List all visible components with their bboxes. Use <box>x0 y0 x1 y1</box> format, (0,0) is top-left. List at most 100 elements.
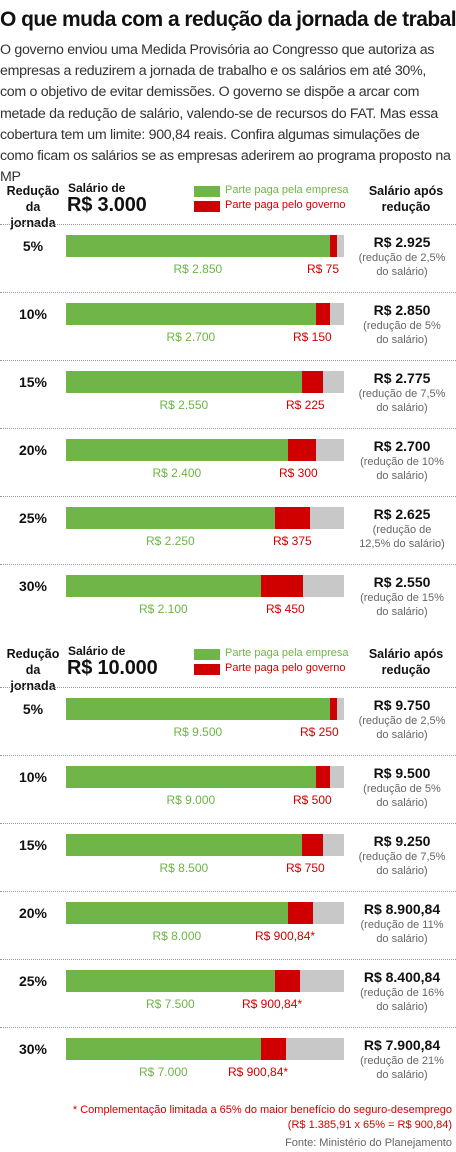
company-value-label: R$ 2.850 <box>173 262 223 276</box>
row-divider <box>0 428 456 429</box>
bar-segment-government <box>275 970 300 992</box>
bar-segment-government <box>330 235 337 257</box>
company-value-label: R$ 7.500 <box>146 997 195 1011</box>
footnote-line-1: * Complementação limitada a 65% do maior… <box>72 1104 452 1116</box>
reduction-percent: 20% <box>18 442 48 458</box>
salary-after-reduction: R$ 2.625 <box>373 506 431 522</box>
company-value-label: R$ 8.500 <box>159 861 209 875</box>
bar-segment-reduction <box>337 698 344 720</box>
legend-swatch-government <box>194 201 220 212</box>
salary-after-reduction: R$ 8.400,84 <box>363 969 441 985</box>
row-divider <box>0 687 456 688</box>
header-salary-label: Salário de <box>68 181 126 195</box>
bar-segment-company <box>66 970 275 992</box>
row-divider <box>0 496 456 497</box>
salary-bar <box>66 371 344 393</box>
salary-bar <box>66 439 344 461</box>
row-divider <box>0 1027 456 1028</box>
company-value-label: R$ 2.400 <box>152 466 202 480</box>
bar-segment-reduction <box>323 834 344 856</box>
header-salary-value: R$ 3.000 <box>67 194 147 216</box>
bar-segment-company <box>66 1038 261 1060</box>
company-value-label: R$ 2.550 <box>159 398 209 412</box>
reduction-note: (redução de 7,5% do salário) <box>358 388 446 414</box>
legend-swatch-government <box>194 664 220 675</box>
salary-after-reduction: R$ 2.775 <box>373 370 431 386</box>
legend-label-company: Parte paga pela empresa <box>225 184 349 196</box>
row-divider <box>0 823 456 824</box>
bar-segment-reduction <box>330 303 344 325</box>
salary-bar <box>66 1038 344 1060</box>
bar-segment-government <box>316 303 330 325</box>
bar-segment-company <box>66 439 288 461</box>
row-divider <box>0 224 456 225</box>
row-divider <box>0 292 456 293</box>
row-divider <box>0 360 456 361</box>
salary-bar <box>66 235 344 257</box>
header-after-reduction: Salário após redução <box>368 647 444 677</box>
source-credit: Fonte: Ministério do Planejamento <box>285 1137 452 1149</box>
salary-after-reduction: R$ 2.550 <box>373 574 431 590</box>
reduction-note: (redução de 16% do salário) <box>360 987 444 1013</box>
bar-segment-company <box>66 575 261 597</box>
government-value-label: R$ 900,84* <box>242 997 303 1011</box>
reduction-percent: 25% <box>18 973 48 989</box>
bar-segment-company <box>66 698 330 720</box>
salary-bar <box>66 507 344 529</box>
reduction-percent: 25% <box>18 510 48 526</box>
government-value-label: R$ 150 <box>293 330 332 344</box>
bar-segment-reduction <box>300 970 344 992</box>
bar-segment-reduction <box>313 902 344 924</box>
reduction-percent: 30% <box>18 1041 48 1057</box>
reduction-note: (redução de 2,5% do salário) <box>358 715 446 741</box>
government-value-label: R$ 500 <box>293 793 332 807</box>
row-divider <box>0 891 456 892</box>
government-value-label: R$ 75 <box>307 262 340 276</box>
header-salary-label: Salário de <box>68 644 126 658</box>
salary-after-reduction: R$ 2.850 <box>373 302 431 318</box>
reduction-percent: 10% <box>18 306 48 322</box>
bar-segment-government <box>288 439 316 461</box>
bar-segment-government <box>261 575 303 597</box>
bar-segment-government <box>302 371 323 393</box>
header-after-reduction: Salário após redução <box>368 184 444 214</box>
company-value-label: R$ 7.000 <box>139 1065 188 1079</box>
bar-segment-company <box>66 371 302 393</box>
bar-segment-reduction <box>323 371 344 393</box>
legend-label-government: Parte paga pelo governo <box>225 199 346 211</box>
legend-label-government: Parte paga pelo governo <box>225 662 346 674</box>
header-reduction: Redução da jornada <box>6 647 60 693</box>
salary-after-reduction: R$ 2.700 <box>373 438 431 454</box>
salary-after-reduction: R$ 7.900,84 <box>363 1037 441 1053</box>
reduction-percent: 15% <box>18 374 48 390</box>
salary-after-reduction: R$ 9.750 <box>373 697 431 713</box>
header-reduction: Redução da jornada <box>6 184 60 230</box>
row-divider <box>0 755 456 756</box>
government-value-label: R$ 450 <box>266 602 305 616</box>
salary-bar <box>66 698 344 720</box>
salary-after-reduction: R$ 8.900,84 <box>363 901 441 917</box>
reduction-percent: 5% <box>22 701 44 717</box>
salary-bar <box>66 766 344 788</box>
bar-segment-company <box>66 902 288 924</box>
bar-segment-company <box>66 303 316 325</box>
bar-segment-reduction <box>286 1038 344 1060</box>
reduction-note: (redução de 7,5% do salário) <box>358 851 446 877</box>
row-divider <box>0 564 456 565</box>
salary-after-reduction: R$ 9.500 <box>373 765 431 781</box>
government-value-label: R$ 750 <box>286 861 325 875</box>
salary-after-reduction: R$ 9.250 <box>373 833 431 849</box>
reduction-percent: 15% <box>18 837 48 853</box>
salary-bar <box>66 575 344 597</box>
salary-bar <box>66 303 344 325</box>
bar-segment-government <box>275 507 310 529</box>
bar-segment-company <box>66 235 330 257</box>
intro-paragraph: O governo enviou uma Medida Provisória a… <box>0 42 451 186</box>
bar-segment-company <box>66 766 316 788</box>
salary-after-reduction: R$ 2.925 <box>373 234 431 250</box>
infographic-title: O que muda com a redução da jornada de t… <box>0 8 456 31</box>
company-value-label: R$ 2.700 <box>166 330 216 344</box>
salary-bar <box>66 902 344 924</box>
legend-label-company: Parte paga pela empresa <box>225 647 349 659</box>
